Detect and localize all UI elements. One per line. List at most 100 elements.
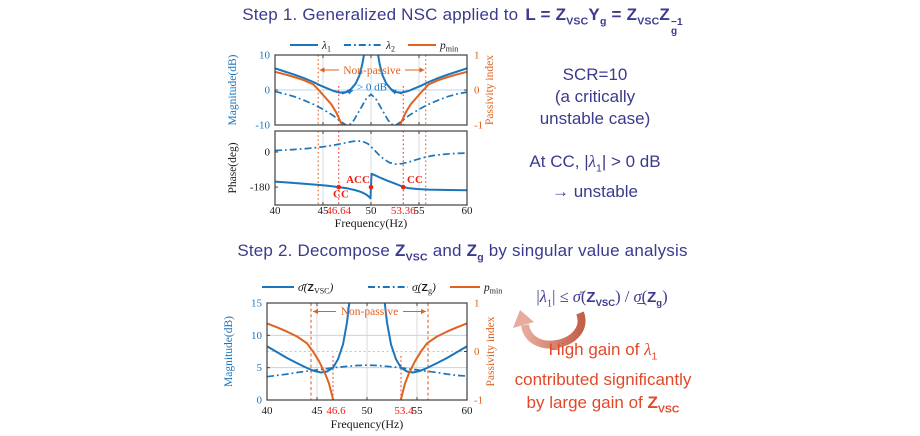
formula-Zg: Zg [467,241,484,264]
right-axis-title: Passivity index [485,316,497,386]
legend-main: λ [385,40,391,52]
legend-label: pmin [439,40,458,54]
annotation-arrowhead [421,308,426,315]
formula-sub: VSC [566,15,589,28]
legend-main: Z [308,282,315,294]
formula-Zvsc: ZVSC [586,289,616,309]
y-tick-label: 10 [259,50,271,62]
x-tick-label: 50 [362,405,374,417]
annotation-arrowhead [391,89,397,95]
high-gain-line1: High gain of λ1 [486,338,720,368]
step2-chart: σ̄(ZVSC) σ̲(Zg) pmin15105010-1Non-passive4… [223,282,502,431]
y-tick-label: 15 [251,298,263,310]
formula-substack: −1 g [671,17,683,37]
y-tick-label: 0 [265,147,271,159]
y-tick-label: 10 [251,330,263,342]
formula-sub: VSC [405,251,428,264]
formula-sub: VSC [595,298,616,309]
gt-zero-db-label: > 0 dB [357,82,387,94]
series-sigma_max_Zvsc [267,303,467,374]
formula-Z: Z [647,289,657,306]
formula-Z: Z [647,393,658,413]
x-tick-label: 40 [270,205,282,217]
lambda-symbol: λ [644,340,652,359]
legend-post: ) [329,282,334,294]
y-tick-label: -10 [255,120,270,132]
step1-title-text: Step 1. Generalized NSC applied to [242,5,519,24]
formula-sub: 1 [546,298,553,310]
formula-Z: Z [586,289,596,306]
formula-Y: Y [588,5,600,24]
annotation-arrowhead [347,89,353,95]
legend-label: σ̄(ZVSC) [298,282,334,296]
cc-text: At CC, | [529,152,589,171]
cc-label: ACC [346,174,370,186]
legend-main: p [483,282,490,294]
lambda-symbol: λ [588,152,596,171]
legend-main: λ [321,40,327,52]
y-axis-title: Magnitude(dB) [223,316,235,387]
formula-eq: = [540,5,551,24]
right-tick-label: -1 [474,395,483,407]
legend-post: ) [431,282,436,294]
legend-label: λ2 [385,40,395,54]
y-tick-label: 0 [257,395,263,407]
x-tick-label: 45 [312,405,324,417]
arrow-head [513,310,534,328]
right-tick-label: -1 [474,120,483,132]
legend-main: p [439,40,446,52]
formula-sub: VSC [637,15,660,28]
series-phase_lambda2 [275,140,467,165]
x-tick-label: 45 [318,205,330,217]
step2-title: Step 2. Decompose ZVSC and Zg by singula… [210,241,715,263]
legend-sub: g [428,287,432,296]
cc-note: At CC, |λ1| > 0 dB → unstable [478,150,712,203]
cc-note-line2: → unstable [552,182,638,202]
formula-paren: ( [641,287,648,306]
lambda-sub: 1 [651,350,658,363]
critical-dot [368,184,374,190]
legend-label: σ̲(Zg) [412,282,436,296]
series-p_min [275,70,467,125]
scr-note: SCR=10 (a critically unstable case) [495,64,695,130]
x-tick-label: 60 [462,205,474,217]
formula-leq: | ≤ [552,287,573,306]
step2-title-text: by singular value analysis [488,241,688,260]
scr-line: unstable case) [539,109,651,128]
critical-dot [336,184,342,190]
legend-main: Z [422,282,429,294]
sigma-max-symbol: σ̄ [572,287,581,306]
annotation-arrowhead [319,67,325,73]
formula-sub: g [599,15,607,28]
cc-text: | > 0 dB [601,152,661,171]
legend-label: pmin [483,282,502,296]
formula-sub: g [671,26,678,37]
formula-Zg: Zg [647,289,662,309]
step2-title-text: Step 2. Decompose [237,241,391,260]
formula-Z: Z [659,5,670,24]
cc-label: CC [407,174,423,186]
formula-Z: Z [555,5,567,24]
series-lambda2 [275,90,467,125]
formula-bar: | [536,287,540,306]
legend-label: λ1 [321,40,331,54]
critical-x-tick-label: 53.4 [394,405,414,417]
high-gain-note: High gain of λ1 contributed significantl… [486,338,720,422]
annotation-arrowhead [313,308,318,315]
step2-title-text: and [432,241,462,260]
high-gain-line3: by large gain of ZVSC [486,391,720,421]
formula-sub: g [477,251,484,264]
x-tick-label: 50 [366,205,378,217]
scr-line: (a critically [554,87,636,106]
x-axis-title: Frequency(Hz) [331,417,404,431]
critical-x-tick-label: 53.36 [391,205,416,217]
y-axis-title: Magnitude(dB) [227,54,239,125]
x-tick-label: 55 [412,405,424,417]
formula-sup: −1 [671,17,683,28]
legend-pre: σ̄( [298,282,309,294]
y-axis-title: Phase(deg) [227,142,239,193]
legend-pre: σ̲( [412,282,423,294]
step1-formula: L = ZVSCYg = ZVSCZ −1 g [525,5,682,37]
formula-Z: Z [626,5,638,24]
